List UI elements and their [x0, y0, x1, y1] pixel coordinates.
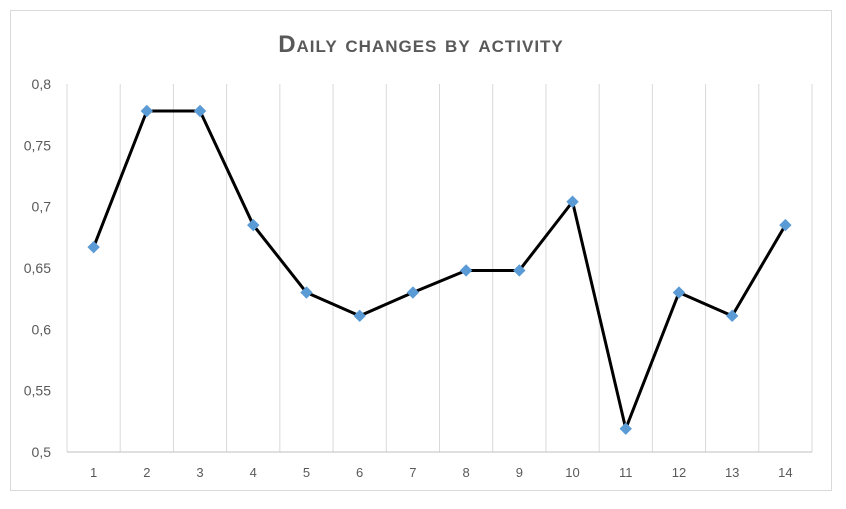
data-point-marker: [300, 286, 313, 299]
x-tick-label: 5: [303, 465, 310, 480]
x-tick-label: 14: [778, 465, 792, 480]
x-tick-label: 11: [619, 465, 633, 480]
y-tick-label: 0,65: [24, 260, 51, 276]
data-point-marker: [566, 195, 579, 208]
x-tick-label: 4: [250, 465, 257, 480]
data-point-marker: [87, 240, 100, 254]
data-point-marker: [406, 286, 420, 299]
data-point-marker: [779, 218, 792, 232]
y-tick-label: 0,6: [32, 321, 52, 337]
y-tick-label: 0,75: [24, 137, 51, 153]
x-axis-tick-labels: 1 2 3 4 5 6 7 8 9 10 11 12 13 14: [90, 465, 793, 480]
data-point-marker: [353, 309, 366, 323]
x-tick-label: 2: [143, 465, 150, 480]
data-point-marker: [513, 264, 526, 277]
x-tick-label: 8: [462, 465, 469, 480]
chart-title: Daily changes by activity: [278, 31, 564, 58]
y-axis-tick-labels: 0,5 0,55 0,6 0,65 0,7 0,75 0,8: [24, 76, 51, 460]
data-point-marker: [459, 264, 473, 277]
x-tick-label: 7: [409, 465, 416, 480]
data-point-marker: [672, 286, 686, 299]
x-tick-label: 1: [90, 465, 97, 480]
y-tick-label: 0,55: [24, 383, 51, 399]
x-tick-label: 10: [565, 465, 579, 480]
x-tick-label: 9: [516, 465, 523, 480]
x-tick-label: 3: [196, 465, 203, 480]
chart-frame: [10, 10, 832, 491]
series-layer: [92, 109, 787, 431]
data-point-marker: [619, 422, 632, 435]
series-line: [92, 109, 787, 431]
x-tick-label: 13: [725, 465, 739, 480]
gridlines: [66, 84, 813, 452]
data-point-marker: [725, 309, 739, 323]
data-point-marker: [140, 104, 154, 118]
y-tick-label: 0,8: [32, 76, 52, 92]
data-point-marker: [193, 104, 207, 118]
data-point-marker: [247, 218, 260, 232]
x-tick-label: 6: [356, 465, 363, 480]
y-tick-label: 0,7: [32, 199, 52, 215]
markers-layer: [87, 104, 792, 435]
y-tick-label: 0,5: [32, 444, 52, 460]
x-tick-label: 12: [672, 465, 686, 480]
